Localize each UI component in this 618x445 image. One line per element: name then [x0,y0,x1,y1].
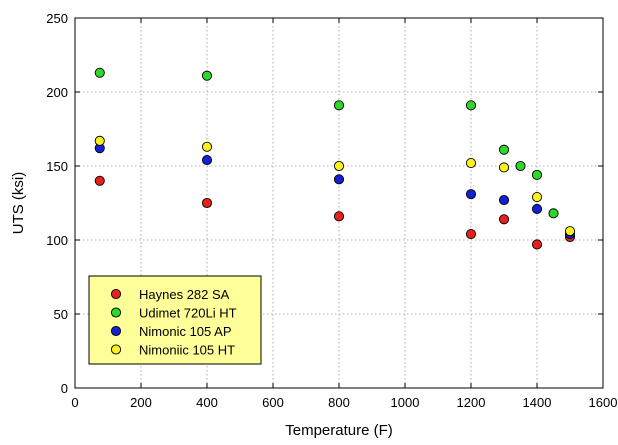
data-point [498,214,510,225]
series-1 [94,175,576,250]
data-point [333,160,345,172]
legend-marker [110,307,122,318]
x-tick-label: 1000 [391,395,420,410]
data-point [531,239,543,250]
legend-label: Nimoniic 105 HT [139,343,235,358]
data-point [333,100,345,111]
data-point [465,100,477,111]
x-tick-label: 1600 [589,395,618,410]
axis-ticks: 0 200 400 600 800 1000 1200 1400 1600 0 50 100 150 20… [46,11,617,410]
data-point [94,135,105,146]
data-point [531,192,543,203]
data-point [201,197,213,209]
y-tick-label: 50 [54,307,68,322]
data-point [498,194,510,206]
data-point [548,208,559,219]
x-tick-label: 400 [196,395,218,410]
legend-marker [110,288,122,300]
data-point [201,155,213,166]
data-point [531,203,543,214]
data-points [94,67,576,250]
y-tick-label: 250 [46,11,68,26]
x-tick-label: 0 [71,395,78,410]
x-tick-label: 600 [262,395,284,410]
series-3 [94,143,576,240]
legend: Haynes 282 SA Udimet 720Li HT Nimonic 105 … [88,275,262,365]
y-tick-label: 100 [46,233,68,248]
series-2 [94,67,559,219]
data-point [94,67,105,78]
data-point [333,174,345,185]
data-point [465,189,477,200]
y-tick-label: 0 [61,381,68,396]
data-point [564,226,576,237]
x-axis-title: Temperature (F) [285,422,393,439]
legend-label: Haynes 282 SA [139,287,230,302]
data-point [465,157,477,169]
data-point [498,162,510,173]
y-axis-title: UTS (ksi) [10,172,27,235]
legend-label: Nimonic 105 AP [139,324,232,339]
series-4 [94,135,576,237]
legend-label: Udimet 720Li HT [139,306,237,321]
data-point [498,144,510,155]
x-tick-label: 1400 [523,395,552,410]
y-tick-label: 150 [46,159,68,174]
data-point [201,70,213,81]
y-tick-label: 200 [46,85,68,100]
x-tick-label: 1200 [457,395,486,410]
data-point [201,141,213,152]
data-point [531,169,543,180]
data-point [333,211,345,222]
legend-marker [110,344,122,355]
data-point [515,160,526,172]
legend-marker [110,325,122,337]
data-point [465,229,477,240]
x-tick-label: 200 [130,395,152,410]
x-tick-label: 800 [328,395,350,410]
data-point [94,175,105,186]
